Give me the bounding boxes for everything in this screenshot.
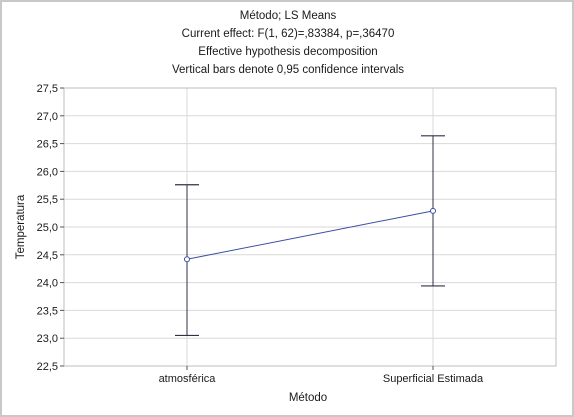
y-tick-label: 24,0 bbox=[37, 278, 58, 290]
x-axis-label: Método bbox=[289, 392, 327, 404]
y-tick-label: 24,5 bbox=[37, 250, 58, 262]
x-tick-label: Superficial Estimada bbox=[383, 373, 484, 385]
x-axis: atmosférica Superficial Estimada bbox=[159, 366, 484, 385]
y-tick-label: 26,0 bbox=[37, 166, 58, 178]
title-line-3: Effective hypothesis decomposition bbox=[198, 46, 377, 58]
series-line bbox=[186, 210, 434, 260]
grid bbox=[64, 87, 556, 367]
title-line-2: Current effect: F(1, 62)=,83384, p=,3647… bbox=[182, 28, 395, 40]
y-tick-label: 27,0 bbox=[37, 111, 58, 123]
data-point bbox=[184, 256, 190, 263]
y-tick-label: 27,5 bbox=[37, 83, 58, 95]
y-axis: 22,5 23,0 23,5 24,0 24,5 25,0 25,5 26,0 26,5 27,0… bbox=[37, 83, 64, 373]
y-axis-label: Temperatura bbox=[15, 194, 27, 259]
y-tick-label: 23,0 bbox=[37, 333, 58, 345]
title-line-4: Vertical bars denote 0,95 confidence int… bbox=[172, 64, 404, 76]
x-tick-label: atmosférica bbox=[159, 373, 217, 385]
y-tick-label: 23,5 bbox=[37, 305, 58, 317]
y-tick-label: 25,5 bbox=[37, 194, 58, 206]
chart-titles: Método; LS Means Current effect: F(1, 62… bbox=[172, 10, 404, 76]
data-point bbox=[430, 207, 436, 214]
y-tick-label: 25,0 bbox=[37, 222, 58, 234]
y-tick-label: 26,5 bbox=[37, 139, 58, 151]
series-group bbox=[175, 135, 445, 337]
y-tick-label: 22,5 bbox=[37, 361, 58, 373]
title-line-1: Método; LS Means bbox=[240, 10, 337, 22]
